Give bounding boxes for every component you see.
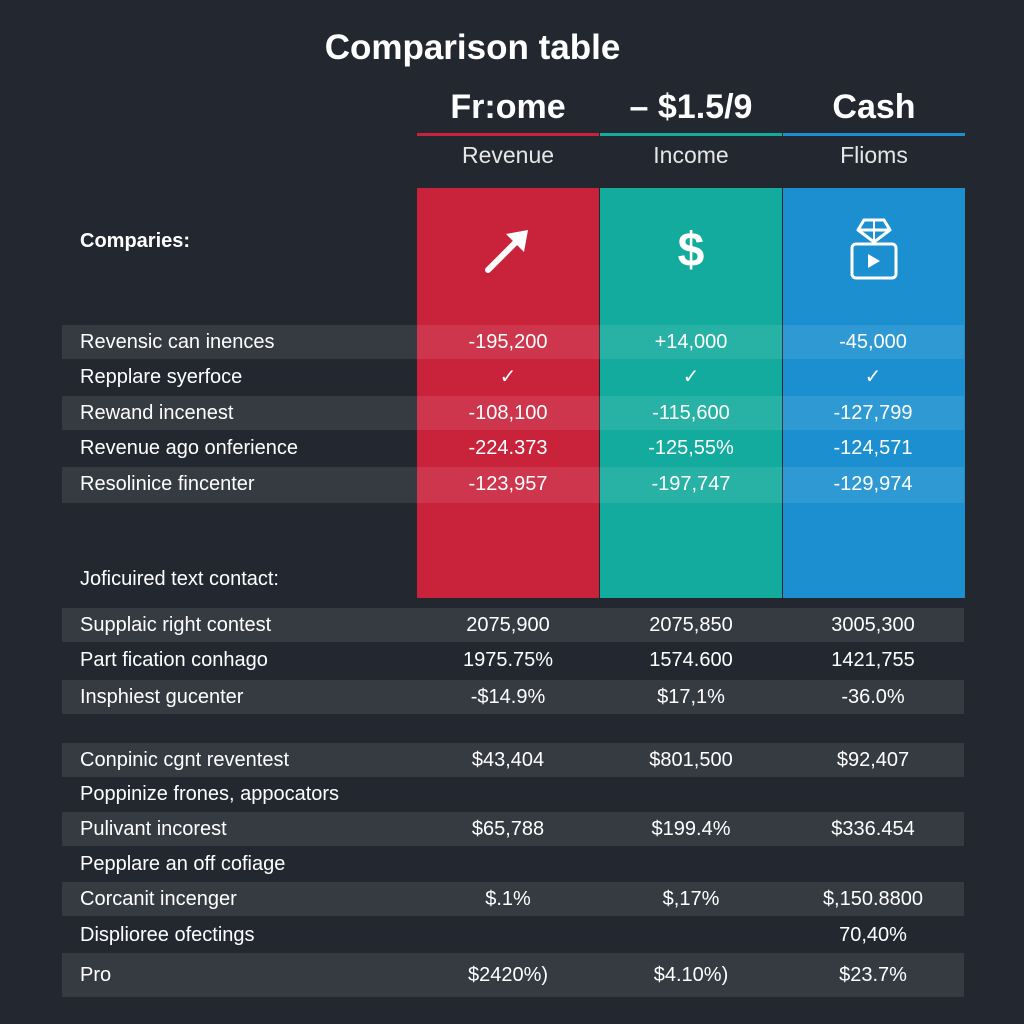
row-value: -115,600: [652, 402, 730, 424]
row-value: -224.373: [468, 437, 548, 459]
row-label: Revensic can inences: [80, 331, 275, 353]
row-value: $17,1%: [657, 686, 725, 708]
row-value: 70,40%: [839, 924, 907, 946]
row-value: -129,974: [833, 473, 913, 495]
row-label: Pepplare an off cofiage: [80, 853, 286, 875]
row-value: -125,55%: [648, 437, 734, 459]
notice-label: Joficuired text contact:: [80, 568, 279, 590]
row-value: 1574.600: [649, 649, 733, 671]
row-label: Pro: [80, 964, 112, 986]
row-value: -45,000: [839, 331, 907, 353]
row-label: Displioree ofectings: [80, 924, 255, 946]
table-row: Rewand incenest -108,100 -115,600 -127,7…: [62, 396, 964, 430]
cash-column-block: [783, 188, 965, 598]
row-value: -36.0%: [841, 686, 905, 708]
check-icon: ✓: [499, 366, 517, 388]
row-value: 2075,850: [649, 614, 733, 636]
check-icon: ✓: [864, 366, 882, 388]
row-value: $65,788: [471, 818, 545, 840]
table-row: Pepplare an off cofiage: [62, 847, 964, 881]
row-value: 2075,900: [466, 614, 550, 636]
row-value: $336.454: [831, 818, 915, 840]
row-label: Resolinice fincenter: [80, 473, 255, 495]
table-row: Part fication conhago 1975.75% 1574.600 …: [62, 643, 964, 677]
revenue-column-block: [417, 188, 599, 598]
table-row: Supplaic right contest 2075,900 2075,850…: [62, 608, 964, 642]
table-row: Repplare syerfoce ✓ ✓ ✓: [62, 360, 964, 394]
table-row: Pulivant incorest $65,788 $199.4% $336.4…: [62, 812, 964, 846]
column-title: Fr:ome: [450, 88, 566, 126]
column-title: Cash: [832, 88, 916, 126]
row-label: Corcanit incenger: [80, 888, 237, 910]
column-underline: [600, 133, 782, 136]
row-value: -195,200: [468, 331, 548, 353]
check-icon: ✓: [682, 366, 700, 388]
dollar-icon: $: [600, 222, 782, 278]
row-value: -108,100: [468, 402, 548, 424]
column-subtitle: Revenue: [461, 142, 555, 168]
column-underline: [783, 133, 965, 136]
row-value: $43,404: [471, 749, 545, 771]
cash-bag-icon: [783, 218, 965, 280]
row-value: -197,747: [651, 473, 731, 495]
column-subtitle: Income: [653, 142, 729, 168]
row-label: Part fication conhago: [80, 649, 268, 671]
column-underline: [417, 133, 599, 136]
row-label: Conpinic cgnt reventest: [80, 749, 290, 771]
row-value: -124,571: [833, 437, 913, 459]
row-value: -$14.9%: [470, 686, 546, 708]
row-label: Repplare syerfoce: [80, 366, 243, 388]
page-title: Comparison table: [324, 28, 621, 67]
row-value: $,17%: [662, 888, 720, 910]
row-label: Poppinize frones, appocators: [80, 783, 340, 805]
table-row: Resolinice fincenter -123,957 -197,747 -…: [62, 467, 964, 503]
row-value: +14,000: [654, 331, 728, 353]
row-label: Supplaic right contest: [80, 614, 272, 636]
table-row: Pro $2420%) $4.10%) $23.7%: [62, 953, 964, 997]
row-value: $92,407: [836, 749, 910, 771]
row-value: $2420%): [467, 964, 549, 986]
row-value: $.1%: [485, 888, 531, 910]
arrow-up-right-icon: [417, 222, 599, 278]
row-label: Revenue ago onferience: [80, 437, 298, 459]
row-value: $801,500: [649, 749, 733, 771]
row-value: 1421,755: [831, 649, 915, 671]
table-row: Revensic can inences -195,200 +14,000 -4…: [62, 325, 964, 359]
row-value: -127,799: [833, 402, 913, 424]
table-row: Poppinize frones, appocators: [62, 777, 964, 811]
dollar-glyph: $: [677, 223, 705, 277]
row-value: $4.10%): [653, 964, 729, 986]
column-title: – $1.5/9: [629, 88, 753, 126]
row-value: 3005,300: [831, 614, 915, 636]
row-value: 1975.75%: [462, 649, 554, 671]
table-row: Conpinic cgnt reventest $43,404 $801,500…: [62, 743, 964, 777]
row-label: Rewand incenest: [80, 402, 234, 424]
row-label: Insphiest gucenter: [80, 686, 244, 708]
table-row: Displioree ofectings 70,40%: [62, 918, 964, 952]
table-row: Corcanit incenger $.1% $,17% $,150.8800: [62, 882, 964, 916]
income-column-block: [600, 188, 782, 598]
row-value: $23.7%: [839, 964, 907, 986]
row-value: -123,957: [468, 473, 548, 495]
table-row: Revenue ago onferience -224.373 -125,55%…: [62, 431, 964, 465]
table-row: Insphiest gucenter -$14.9% $17,1% -36.0%: [62, 680, 964, 714]
row-label: Pulivant incorest: [80, 818, 227, 840]
row-value: $,150.8800: [822, 888, 924, 910]
column-subtitle: Flioms: [840, 142, 908, 168]
row-value: $199.4%: [651, 818, 731, 840]
companies-label: Comparies:: [80, 230, 191, 252]
